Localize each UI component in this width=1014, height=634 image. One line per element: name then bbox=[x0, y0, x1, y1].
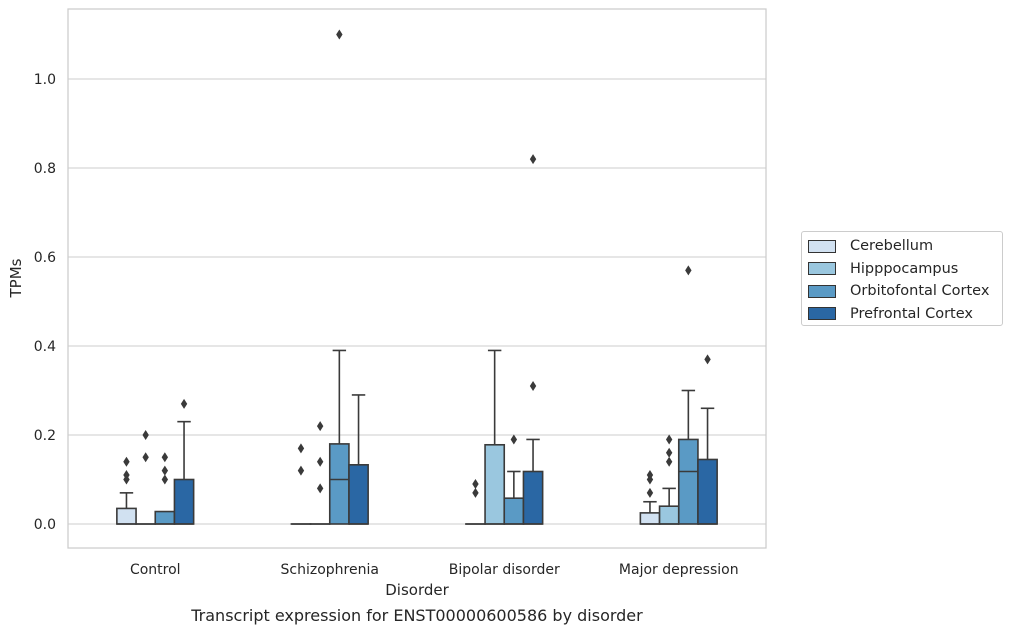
box-hipppocampus bbox=[658, 434, 680, 525]
legend-item: Hipppocampus bbox=[808, 258, 1002, 281]
outlier-marker bbox=[646, 487, 654, 498]
outlier-marker bbox=[161, 452, 169, 463]
outlier-marker bbox=[142, 430, 149, 440]
outlier-marker bbox=[665, 447, 673, 458]
x-tick-label: Bipolar disorder bbox=[449, 562, 560, 578]
outlier-marker bbox=[316, 483, 324, 494]
box bbox=[658, 505, 680, 525]
outlier-marker bbox=[316, 456, 324, 467]
legend-item: Cerebellum bbox=[808, 235, 1002, 258]
box-hipppocampus bbox=[484, 349, 506, 525]
box-cerebellum bbox=[465, 478, 486, 525]
box-hipppocampus bbox=[309, 421, 331, 525]
legend-item: Prefrontal Cortex bbox=[808, 303, 1002, 326]
outlier-marker bbox=[161, 465, 169, 476]
box bbox=[348, 464, 369, 525]
outlier-marker bbox=[665, 456, 673, 467]
box-orbitofontal-cortex bbox=[328, 29, 350, 525]
box bbox=[503, 497, 525, 525]
outlier-marker bbox=[472, 487, 479, 498]
outlier-marker bbox=[665, 434, 673, 445]
outlier-marker bbox=[123, 470, 130, 481]
outlier-marker bbox=[510, 434, 518, 445]
legend: Cerebellum Hipppocampus Orbitofontal Corte… bbox=[801, 231, 1003, 326]
box-orbitofontal-cortex bbox=[154, 452, 176, 525]
box bbox=[154, 510, 176, 525]
box bbox=[328, 443, 350, 525]
box-prefrontal-cortex bbox=[348, 394, 369, 525]
outlier-marker bbox=[646, 470, 654, 481]
box-hipppocampus bbox=[135, 430, 157, 525]
legend-swatch bbox=[808, 307, 836, 321]
legend-swatch bbox=[808, 284, 836, 298]
legend-label: Orbitofontal Cortex bbox=[850, 283, 990, 300]
box-cerebellum bbox=[290, 443, 312, 525]
outlier-marker bbox=[297, 465, 305, 476]
outlier-marker bbox=[704, 354, 711, 365]
outlier-marker bbox=[472, 478, 479, 489]
box bbox=[484, 443, 506, 525]
legend-label: Prefrontal Cortex bbox=[850, 305, 973, 322]
outlier-marker bbox=[142, 452, 149, 463]
outlier-marker bbox=[297, 443, 305, 454]
box bbox=[522, 470, 544, 525]
y-tick-label: 0.6 bbox=[34, 250, 56, 266]
figure-caption: Transcript expression for ENST0000060058… bbox=[191, 606, 643, 625]
legend-item: Orbitofontal Cortex bbox=[808, 280, 1002, 303]
legend-label: Hipppocampus bbox=[850, 260, 959, 277]
outlier-marker bbox=[316, 421, 324, 432]
outlier-marker bbox=[161, 474, 169, 485]
y-tick-label: 0.4 bbox=[34, 339, 56, 355]
box-prefrontal-cortex bbox=[173, 398, 195, 525]
y-tick-label: 0.2 bbox=[34, 428, 56, 444]
box-prefrontal-cortex bbox=[522, 154, 544, 525]
box-cerebellum bbox=[639, 470, 661, 525]
outlier-marker bbox=[529, 154, 537, 165]
y-axis-label: TPMs bbox=[7, 258, 25, 298]
box-cerebellum bbox=[116, 456, 137, 525]
x-tick-label: Schizophrenia bbox=[281, 562, 379, 578]
outlier-marker bbox=[180, 398, 188, 409]
box bbox=[173, 478, 195, 525]
outlier-marker bbox=[529, 381, 537, 392]
outlier-marker bbox=[123, 456, 130, 467]
legend-swatch bbox=[808, 262, 836, 276]
box-orbitofontal-cortex bbox=[503, 434, 525, 525]
outlier-marker bbox=[685, 265, 692, 276]
box bbox=[639, 512, 661, 525]
legend-swatch bbox=[808, 239, 836, 253]
y-tick-label: 0.0 bbox=[34, 517, 56, 533]
box bbox=[116, 507, 137, 525]
x-tick-label: Major depression bbox=[619, 562, 739, 578]
legend-label: Cerebellum bbox=[850, 238, 934, 255]
box-orbitofontal-cortex bbox=[677, 265, 699, 525]
x-tick-label: Control bbox=[130, 562, 181, 578]
x-tick-labels: Control Schizophrenia Bipolar disorder Majo… bbox=[130, 562, 739, 578]
y-tick-label: 0.8 bbox=[34, 161, 56, 177]
box bbox=[697, 458, 718, 525]
grid-lines bbox=[68, 78, 766, 525]
box-prefrontal-cortex bbox=[697, 354, 718, 525]
y-tick-labels: 0.0 0.2 0.4 0.6 0.8 1.0 bbox=[34, 72, 56, 533]
y-tick-label: 1.0 bbox=[34, 72, 56, 88]
plot-area bbox=[116, 29, 718, 525]
x-axis-label: Disorder bbox=[385, 581, 449, 599]
outlier-marker bbox=[336, 29, 343, 40]
plot-frame bbox=[67, 8, 767, 549]
box bbox=[677, 438, 699, 525]
